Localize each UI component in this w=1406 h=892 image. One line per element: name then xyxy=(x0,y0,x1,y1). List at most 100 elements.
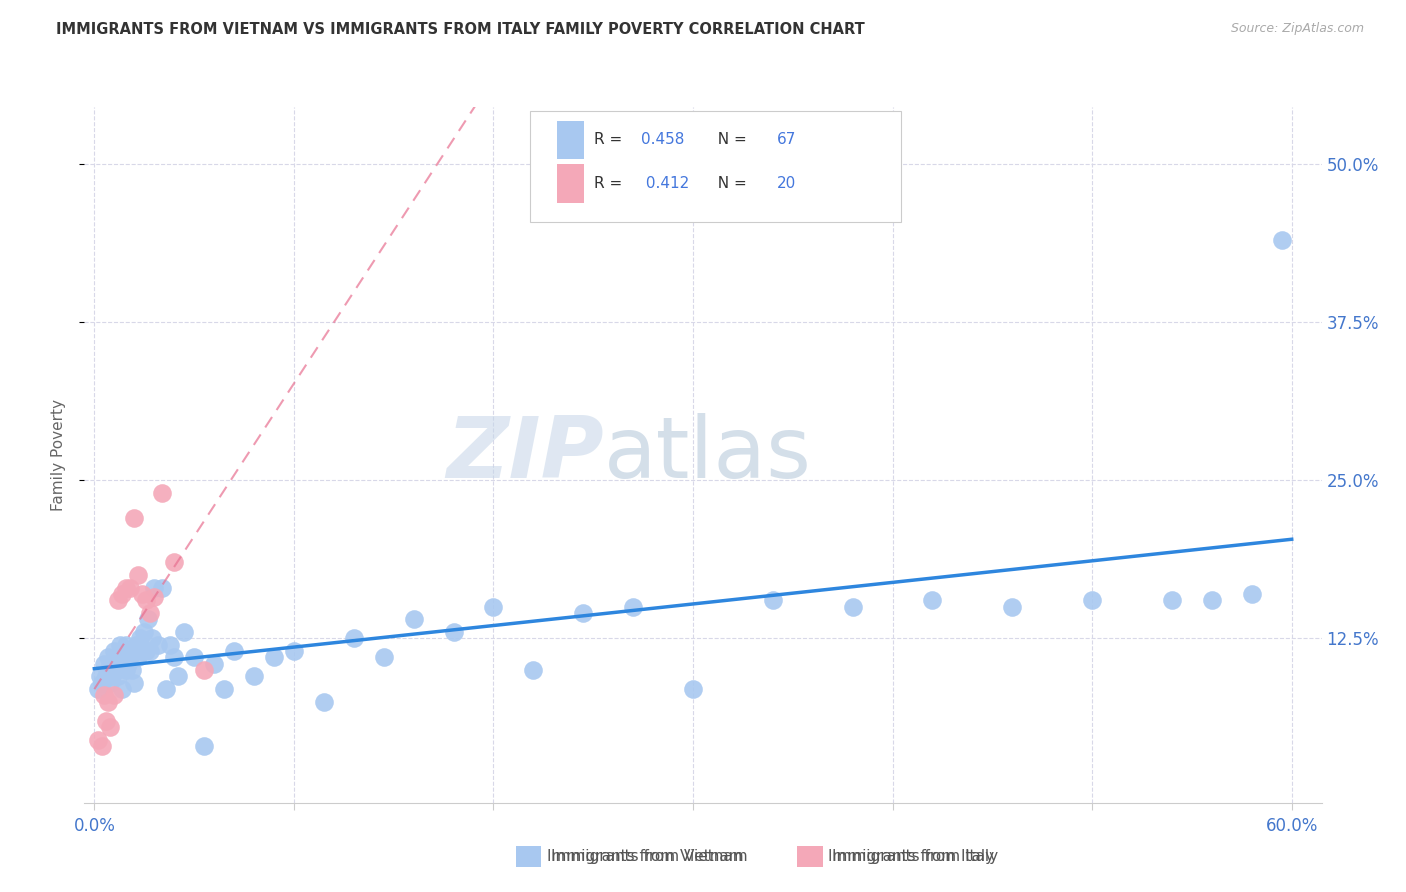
Point xyxy=(572,606,595,620)
Point xyxy=(283,644,305,658)
Point xyxy=(143,590,166,604)
Point xyxy=(122,675,145,690)
Text: N =: N = xyxy=(709,132,752,147)
Text: 0.458: 0.458 xyxy=(641,132,685,147)
Point xyxy=(1271,233,1294,247)
Text: N =: N = xyxy=(709,176,752,191)
Point xyxy=(112,644,135,658)
Point xyxy=(111,587,134,601)
Point xyxy=(125,638,148,652)
Text: R =: R = xyxy=(595,176,627,191)
Point xyxy=(129,632,152,646)
Point xyxy=(111,681,134,696)
Point xyxy=(841,599,863,614)
Point xyxy=(103,644,125,658)
Point xyxy=(127,650,149,665)
Point xyxy=(263,650,285,665)
Point xyxy=(97,650,120,665)
Text: IMMIGRANTS FROM VIETNAM VS IMMIGRANTS FROM ITALY FAMILY POVERTY CORRELATION CHAR: IMMIGRANTS FROM VIETNAM VS IMMIGRANTS FR… xyxy=(56,22,865,37)
Point xyxy=(159,638,181,652)
Point xyxy=(163,650,186,665)
Point xyxy=(110,650,132,665)
Point xyxy=(121,663,143,677)
Point xyxy=(150,581,173,595)
Point xyxy=(127,568,149,582)
Point xyxy=(522,663,544,677)
Point xyxy=(1201,593,1223,607)
Point xyxy=(115,638,138,652)
Point xyxy=(193,739,215,753)
Point xyxy=(122,511,145,525)
Point xyxy=(139,644,162,658)
Point xyxy=(173,625,195,640)
Point xyxy=(135,644,157,658)
Point xyxy=(343,632,366,646)
Point xyxy=(120,650,142,665)
Point xyxy=(98,675,121,690)
Text: Immigrants from Vietnam: Immigrants from Vietnam xyxy=(551,849,748,863)
Point xyxy=(107,593,129,607)
Point xyxy=(1081,593,1104,607)
Point xyxy=(107,669,129,683)
FancyBboxPatch shape xyxy=(557,120,585,159)
Text: 0.412: 0.412 xyxy=(641,176,689,191)
Text: atlas: atlas xyxy=(605,413,813,497)
Text: 67: 67 xyxy=(778,132,797,147)
Point xyxy=(139,606,162,620)
Point xyxy=(682,681,704,696)
Point xyxy=(131,644,153,658)
Point xyxy=(89,669,111,683)
Point xyxy=(103,688,125,702)
Point xyxy=(921,593,943,607)
Point xyxy=(105,663,128,677)
Point xyxy=(143,581,166,595)
Text: Immigrants from Italy: Immigrants from Italy xyxy=(832,849,998,863)
Text: R =: R = xyxy=(595,132,627,147)
Point xyxy=(482,599,505,614)
Point xyxy=(131,587,153,601)
Point xyxy=(1240,587,1263,601)
Point xyxy=(135,593,157,607)
Point xyxy=(163,556,186,570)
Point xyxy=(762,593,785,607)
Point xyxy=(243,669,266,683)
Point xyxy=(1161,593,1184,607)
Text: Immigrants from Italy: Immigrants from Italy xyxy=(828,849,994,863)
Point xyxy=(87,732,110,747)
Point xyxy=(183,650,205,665)
Point xyxy=(150,486,173,500)
Text: □: □ xyxy=(801,847,820,866)
Point xyxy=(193,663,215,677)
Point xyxy=(222,644,245,658)
Text: ZIP: ZIP xyxy=(446,413,605,497)
Point xyxy=(212,681,235,696)
Point xyxy=(202,657,225,671)
Point xyxy=(97,663,120,677)
Text: Source: ZipAtlas.com: Source: ZipAtlas.com xyxy=(1230,22,1364,36)
Point xyxy=(101,669,124,683)
Point xyxy=(621,599,644,614)
FancyBboxPatch shape xyxy=(557,164,585,202)
Point xyxy=(136,612,159,626)
Point xyxy=(134,625,156,640)
Text: 20: 20 xyxy=(778,176,796,191)
Point xyxy=(96,669,118,683)
Point xyxy=(115,663,138,677)
Point xyxy=(93,688,115,702)
Point xyxy=(110,638,132,652)
Point xyxy=(87,681,110,696)
Point xyxy=(91,675,114,690)
Point xyxy=(120,581,142,595)
Point xyxy=(141,632,163,646)
Point xyxy=(98,720,121,734)
Point xyxy=(373,650,395,665)
Point xyxy=(96,714,118,728)
Point xyxy=(155,681,177,696)
Text: Immigrants from Vietnam: Immigrants from Vietnam xyxy=(547,849,744,863)
FancyBboxPatch shape xyxy=(530,111,901,222)
Point xyxy=(117,657,139,671)
Point xyxy=(97,695,120,709)
Point xyxy=(103,657,125,671)
Point xyxy=(93,657,115,671)
Point xyxy=(312,695,335,709)
